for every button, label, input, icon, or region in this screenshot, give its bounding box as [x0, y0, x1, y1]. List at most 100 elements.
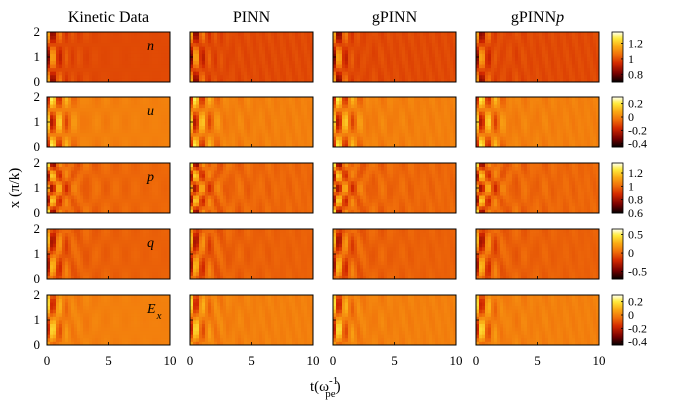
heatmap-cell	[280, 74, 284, 79]
heatmap-cell	[354, 53, 358, 58]
heatmap-cell	[295, 100, 299, 105]
heatmap-cell	[253, 39, 257, 44]
heatmap-cell	[247, 57, 251, 61]
heatmap-cell	[286, 60, 290, 65]
heatmap-cell	[68, 107, 72, 112]
heatmap-cell	[289, 118, 293, 123]
heatmap-cell	[110, 64, 114, 69]
heatmap-cell	[381, 111, 385, 116]
heatmap-cell	[62, 74, 66, 79]
heatmap-cell	[152, 118, 156, 123]
heatmap-cell	[438, 53, 442, 58]
heatmap-cell	[548, 129, 552, 134]
heatmap-cell	[214, 46, 218, 51]
heatmap-cell	[593, 32, 597, 36]
heatmap-cell	[429, 39, 433, 44]
heatmap-cell	[280, 53, 284, 58]
heatmap-cell	[590, 57, 594, 61]
heatmap-cell	[566, 107, 570, 112]
heatmap-cell	[393, 97, 397, 101]
heatmap-cell	[354, 125, 358, 130]
heatmap-cell	[92, 184, 96, 189]
heatmap-cell	[283, 39, 287, 44]
heatmap-cell	[65, 57, 69, 61]
heatmap-cell	[494, 125, 498, 130]
heatmap-cell	[289, 143, 293, 148]
heatmap-cell	[581, 60, 585, 65]
heatmap-cell	[119, 118, 123, 123]
heatmap-cell	[536, 136, 540, 141]
heatmap-cell	[83, 46, 87, 51]
heatmap-cell	[68, 78, 72, 83]
heatmap-cell	[447, 60, 451, 65]
heatmap-cell	[50, 114, 54, 119]
heatmap-cell	[476, 42, 480, 47]
heatmap-cell	[59, 71, 63, 76]
heatmap-cell	[447, 42, 451, 47]
heatmap-cell	[542, 104, 546, 109]
heatmap-cell	[253, 100, 257, 105]
heatmap-cell	[366, 125, 370, 130]
heatmap-cell	[351, 143, 355, 148]
heatmap-cell	[396, 139, 400, 144]
heatmap-cell	[134, 46, 138, 51]
heatmap-cell	[527, 114, 531, 119]
heatmap-cell	[158, 39, 162, 44]
heatmap-cell	[426, 111, 430, 116]
heatmap-cell	[62, 111, 66, 116]
heatmap-cell	[110, 173, 114, 178]
heatmap-cell	[241, 143, 245, 148]
heatmap-cell	[220, 60, 224, 65]
heatmap-cell	[110, 143, 114, 148]
heatmap-cell	[298, 139, 302, 144]
heatmap-cell	[569, 111, 573, 116]
heatmap-cell	[71, 104, 75, 109]
heatmap-cell	[232, 122, 236, 126]
heatmap-cell	[357, 46, 361, 51]
heatmap-cell	[521, 97, 525, 101]
heatmap-cell	[450, 143, 454, 148]
heatmap-cell	[202, 139, 206, 144]
heatmap-cell	[512, 35, 516, 40]
heatmap-cell	[152, 60, 156, 65]
heatmap-cell	[122, 60, 126, 65]
heatmap-cell	[539, 64, 543, 69]
heatmap-cell	[107, 129, 111, 134]
heatmap-cell	[89, 118, 93, 123]
heatmap-cell	[256, 78, 260, 83]
heatmap-cell	[65, 35, 69, 40]
heatmap-cell	[74, 143, 78, 148]
heatmap-cell	[274, 39, 278, 44]
heatmap-cell	[387, 114, 391, 119]
heatmap-cell	[384, 67, 388, 72]
heatmap-cell	[140, 104, 144, 109]
heatmap-cell	[560, 114, 564, 119]
heatmap-cell	[405, 136, 409, 141]
heatmap-cell	[310, 100, 314, 105]
heatmap-cell	[512, 67, 516, 72]
heatmap-cell	[193, 122, 197, 126]
heatmap-cell	[357, 35, 361, 40]
heatmap-cell	[536, 35, 540, 40]
heatmap-cell	[530, 132, 534, 137]
heatmap-cell	[336, 107, 340, 112]
heatmap-cell	[533, 42, 537, 47]
heatmap-cell	[384, 129, 388, 134]
heatmap-cell	[268, 100, 272, 105]
heatmap-cell	[92, 97, 96, 101]
heatmap-cell	[274, 139, 278, 144]
heatmap-cell	[375, 78, 379, 83]
heatmap-cell	[77, 53, 81, 58]
heatmap-cell	[405, 107, 409, 112]
heatmap-cell	[190, 49, 194, 54]
heatmap-cell	[518, 111, 522, 116]
heatmap-cell	[333, 139, 337, 144]
heatmap-cell	[110, 125, 114, 130]
heatmap-cell	[399, 32, 403, 36]
heatmap-cell	[336, 129, 340, 134]
heatmap-cell	[363, 32, 367, 36]
heatmap-cell	[152, 122, 156, 126]
heatmap-cell	[116, 60, 120, 65]
heatmap-cell	[479, 78, 483, 83]
heatmap-cell	[485, 42, 489, 47]
